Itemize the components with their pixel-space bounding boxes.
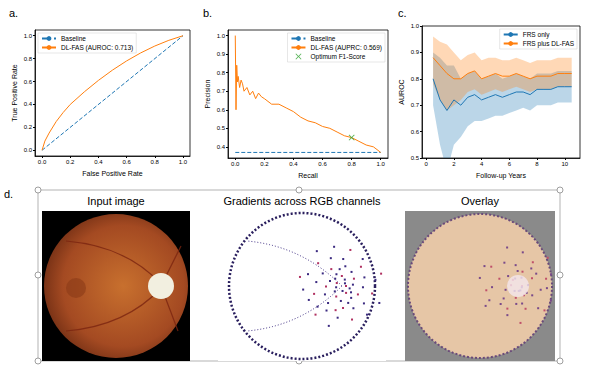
svg-text:0.2: 0.2 (24, 124, 33, 130)
svg-text:4: 4 (480, 161, 484, 167)
svg-text:0.4: 0.4 (94, 159, 103, 165)
svg-text:Baseline: Baseline (61, 35, 86, 42)
svg-text:10: 10 (561, 161, 568, 167)
svg-text:0.0: 0.0 (24, 147, 33, 153)
svg-text:0.6: 0.6 (411, 129, 420, 135)
svg-text:0.9: 0.9 (217, 51, 226, 57)
svg-text:True Positive Rate: True Positive Rate (11, 64, 18, 121)
svg-text:0.4: 0.4 (24, 101, 33, 107)
svg-text:0.0: 0.0 (38, 159, 47, 165)
svg-text:0.5: 0.5 (411, 155, 420, 161)
svg-text:0.8: 0.8 (151, 159, 160, 165)
svg-text:Recall: Recall (298, 172, 318, 179)
svg-text:0.4: 0.4 (217, 144, 226, 150)
svg-text:Follow-up Years: Follow-up Years (476, 172, 526, 180)
svg-text:c.: c. (398, 7, 407, 19)
svg-text:0.8: 0.8 (24, 56, 33, 62)
svg-text:Baseline: Baseline (310, 35, 335, 42)
svg-text:0.6: 0.6 (217, 107, 226, 113)
svg-text:0.7: 0.7 (411, 102, 420, 108)
svg-text:d.: d. (4, 188, 13, 200)
svg-text:1.0: 1.0 (377, 161, 386, 167)
svg-text:Precision: Precision (204, 80, 211, 109)
svg-text:0.4: 0.4 (289, 161, 298, 167)
svg-text:a.: a. (9, 7, 18, 19)
svg-text:1.0: 1.0 (24, 33, 33, 39)
svg-text:0.2: 0.2 (66, 159, 75, 165)
svg-text:FRS plus DL-FAS: FRS plus DL-FAS (523, 40, 575, 48)
svg-text:0.5: 0.5 (217, 125, 226, 131)
svg-text:AUROC: AUROC (398, 79, 405, 104)
svg-text:1.0: 1.0 (411, 23, 420, 29)
svg-text:b.: b. (203, 7, 212, 19)
svg-text:DL-FAS (AUROC: 0.713): DL-FAS (AUROC: 0.713) (61, 44, 133, 52)
svg-text:0.9: 0.9 (411, 49, 420, 55)
svg-text:Input image: Input image (87, 195, 144, 207)
svg-text:0.8: 0.8 (347, 161, 356, 167)
svg-text:1.0: 1.0 (217, 33, 226, 39)
svg-text:0.6: 0.6 (122, 159, 131, 165)
svg-text:0.2: 0.2 (260, 161, 269, 167)
svg-text:FRS only: FRS only (523, 31, 550, 39)
svg-text:0.8: 0.8 (411, 76, 420, 82)
svg-text:DL-FAS (AUPRC: 0.569): DL-FAS (AUPRC: 0.569) (310, 44, 382, 52)
svg-text:0.0: 0.0 (231, 161, 240, 167)
svg-text:0.6: 0.6 (24, 79, 33, 85)
svg-text:Optimum F1-Score: Optimum F1-Score (310, 53, 365, 61)
svg-text:0.6: 0.6 (318, 161, 327, 167)
svg-text:Overlay: Overlay (461, 195, 499, 207)
svg-text:False Positive Rate: False Positive Rate (82, 170, 142, 177)
svg-text:6: 6 (508, 161, 512, 167)
svg-text:1.0: 1.0 (179, 159, 188, 165)
svg-text:8: 8 (535, 161, 539, 167)
svg-text:Gradients across RGB channels: Gradients across RGB channels (223, 195, 381, 207)
svg-text:0.8: 0.8 (217, 70, 226, 76)
svg-text:2: 2 (452, 161, 456, 167)
svg-text:0.7: 0.7 (217, 88, 226, 94)
svg-text:0: 0 (424, 161, 428, 167)
